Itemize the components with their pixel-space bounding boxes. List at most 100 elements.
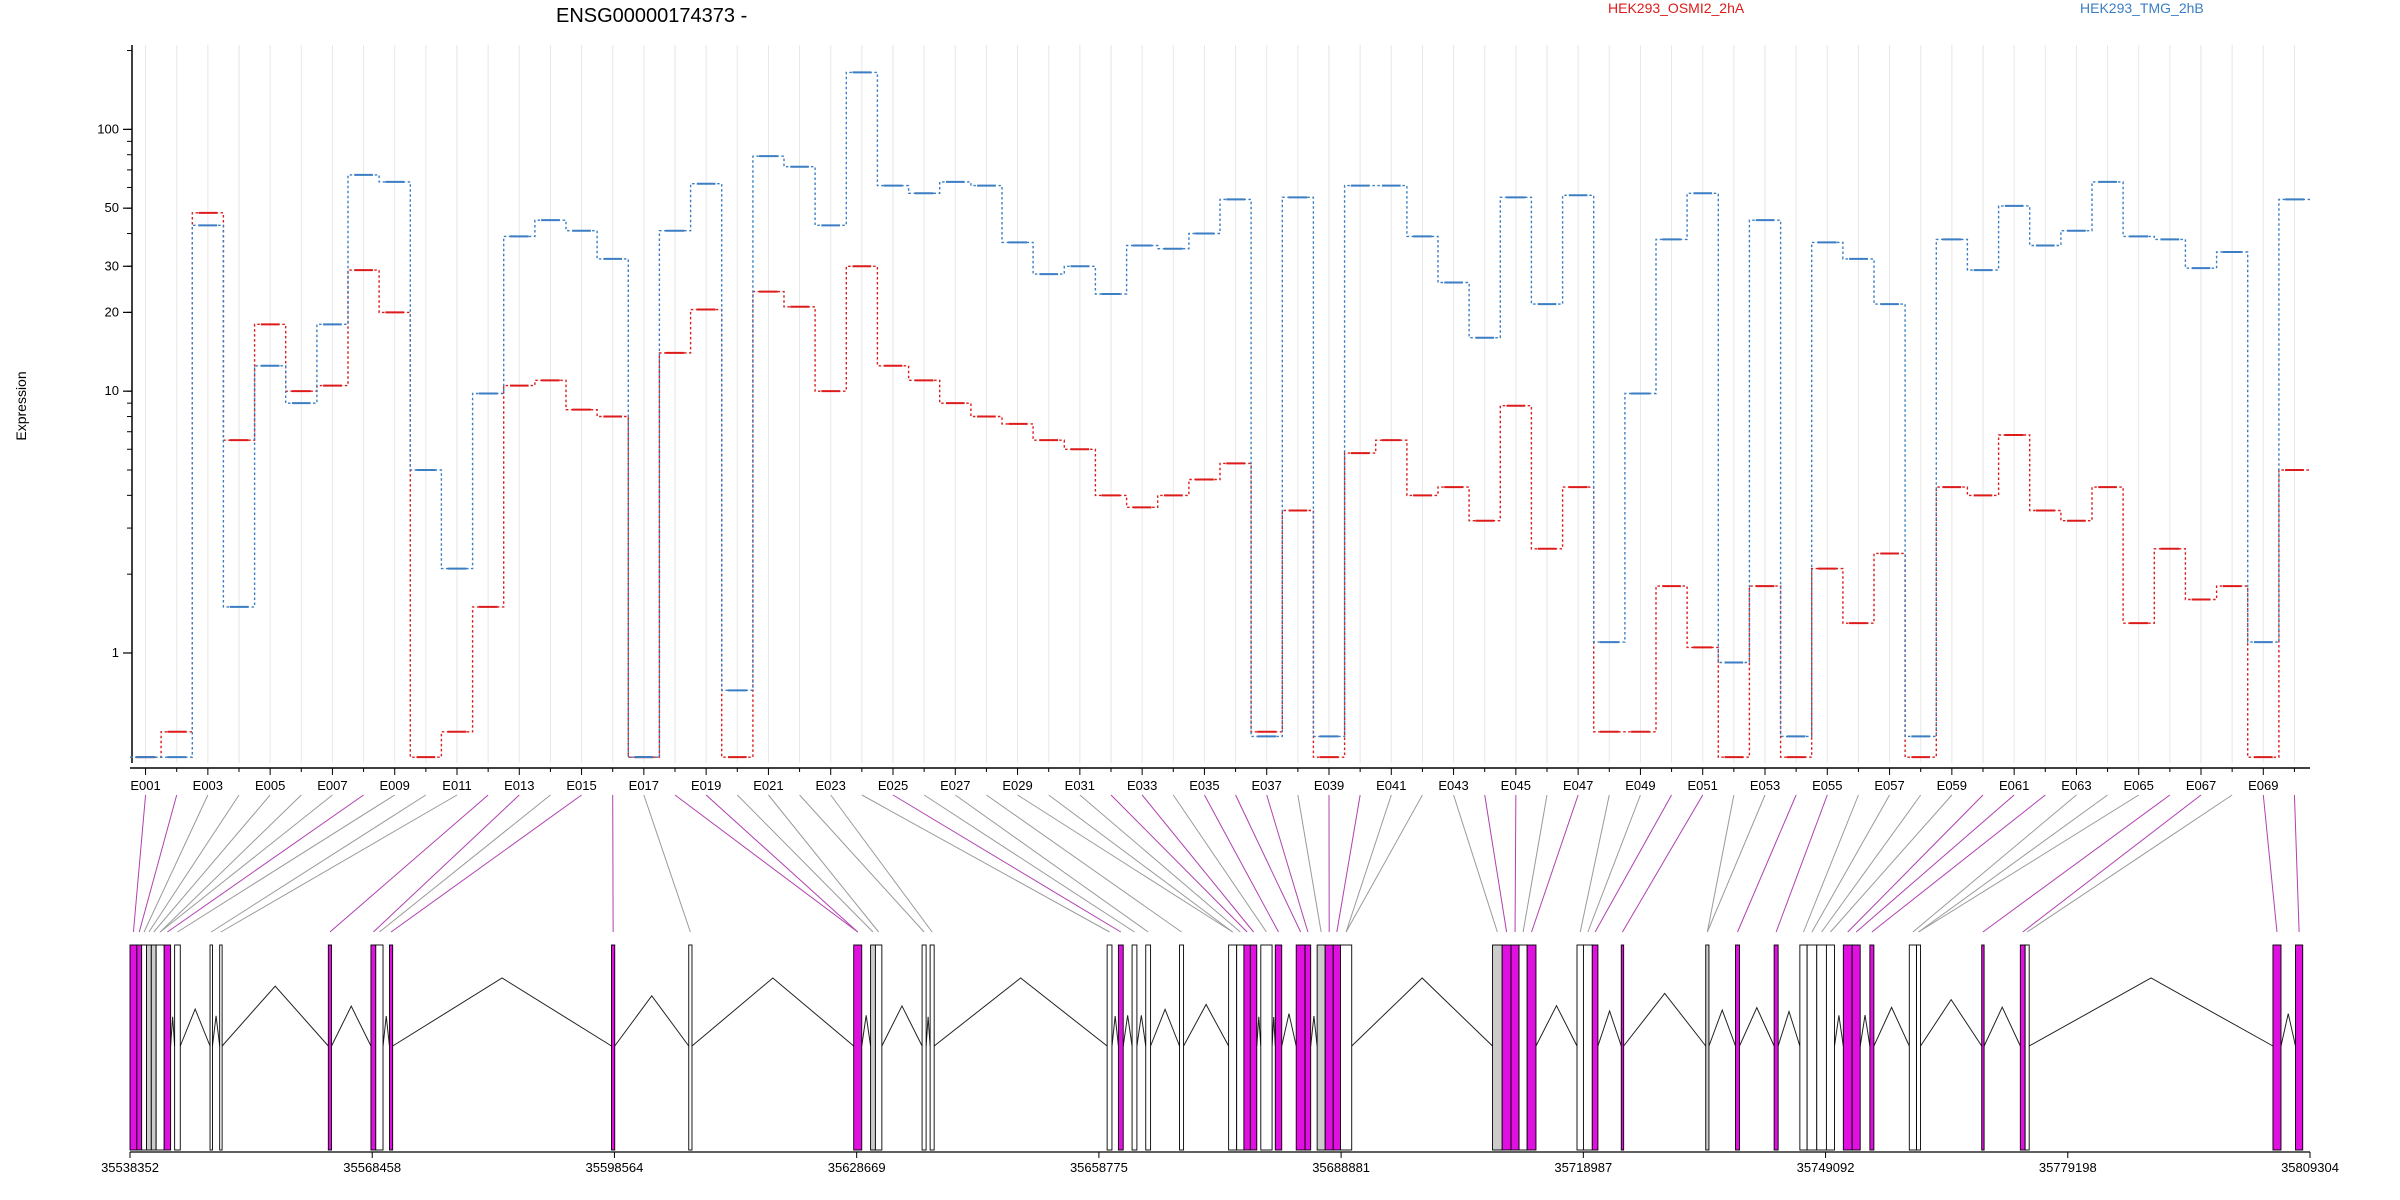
intron-line	[1597, 1009, 1622, 1047]
x-tick-label: E003	[193, 778, 223, 793]
x-tick-label: E027	[940, 778, 970, 793]
x-tick-label: E055	[1812, 778, 1842, 793]
exon-box	[1773, 944, 1779, 1151]
exon-box	[1145, 944, 1152, 1151]
vertical-gridlines	[145, 45, 2295, 763]
y-tick-label: 20	[105, 304, 119, 319]
exon-connector	[1912, 794, 2077, 933]
intron-line	[1271, 1017, 1276, 1047]
exon-connector	[1706, 794, 1766, 933]
exon-connector	[148, 794, 240, 933]
exon-connector	[1594, 794, 1673, 933]
series-osmi2	[130, 211, 2310, 759]
x-tick-label: E025	[878, 778, 908, 793]
y-tick-label: 1	[112, 645, 119, 660]
exon-box	[141, 944, 147, 1151]
exon-box	[611, 944, 616, 1151]
x-tick-label: E069	[2248, 778, 2278, 793]
exon-connector	[329, 794, 489, 933]
x-tick-label: E005	[255, 778, 285, 793]
gene-model-track	[129, 944, 2304, 1151]
exon-box	[2024, 944, 2030, 1151]
exon-connector	[1297, 794, 1322, 933]
intron-line	[392, 977, 612, 1047]
exon-connector	[986, 794, 1182, 933]
legend-series-osmi2: HEK293_OSMI2_2hA	[1608, 0, 1745, 16]
exon-connector	[220, 794, 458, 933]
intron-line	[933, 977, 1108, 1047]
x-tick-label: E037	[1252, 778, 1282, 793]
intron-line	[861, 1015, 872, 1047]
exon-box	[150, 944, 157, 1151]
exon-box	[874, 944, 883, 1151]
x-tick-label: E059	[1937, 778, 1967, 793]
y-tick-label: 100	[97, 121, 119, 136]
exon-connector	[1345, 794, 1392, 933]
exon-box	[1908, 944, 1917, 1151]
exon-connector	[1522, 794, 1548, 933]
exon-connector	[1017, 794, 1233, 933]
exon-box	[375, 944, 384, 1151]
exon-connector	[1811, 794, 1891, 933]
intron-line	[221, 985, 329, 1047]
x-tick-label: E009	[380, 778, 410, 793]
series-layer	[130, 71, 2310, 759]
intron-line	[1256, 1016, 1262, 1047]
exon-connector	[1821, 794, 1922, 933]
exon-box	[1526, 944, 1537, 1151]
x-tick-label: E015	[566, 778, 596, 793]
exon-connector	[153, 794, 271, 933]
exon-box	[853, 944, 863, 1151]
exon-connector	[1622, 794, 1704, 933]
exon-box	[327, 944, 332, 1151]
exon-box	[1981, 944, 1985, 1151]
x-tick-label: E051	[1688, 778, 1718, 793]
exon-connector	[1587, 794, 1641, 933]
exon-box	[1705, 944, 1710, 1151]
x-tick-label: E063	[2061, 778, 2091, 793]
exon-box	[1576, 944, 1584, 1151]
exon-box	[1916, 944, 1922, 1151]
exon-box	[1274, 944, 1283, 1151]
exon-box	[870, 944, 876, 1151]
exon-box	[1295, 944, 1306, 1151]
exon-box	[1304, 944, 1312, 1151]
exon-connector	[830, 794, 933, 933]
exon-box	[1340, 944, 1353, 1151]
exon-box	[389, 944, 394, 1151]
genomic-tick-label: 35568458	[343, 1160, 401, 1175]
exon-connector-lines	[132, 794, 2300, 933]
intron-line	[1859, 1015, 1871, 1047]
x-tick-label: E067	[2186, 778, 2216, 793]
exon-connector	[1918, 794, 2108, 933]
exon-connector	[1514, 794, 1517, 933]
exon-connector	[1847, 794, 1984, 933]
exon-connector	[643, 794, 691, 933]
exon-connector	[1203, 794, 1279, 933]
exon-connector	[1871, 794, 2046, 933]
exon-connector	[1706, 794, 1735, 933]
exon-connector	[210, 794, 427, 933]
exon-connector	[1048, 794, 1233, 933]
x-tick-label: E023	[816, 778, 846, 793]
exon-box	[136, 944, 143, 1151]
exon-box	[1179, 944, 1185, 1151]
x-tick-label: E007	[317, 778, 347, 793]
series-line	[130, 71, 2310, 758]
exon-connector	[1235, 794, 1302, 933]
exon-box	[1316, 944, 1326, 1151]
exon-connector	[1775, 794, 1828, 933]
exon-connector	[892, 794, 1122, 933]
exon-box	[1806, 944, 1818, 1151]
exon-box	[209, 944, 213, 1151]
intron-line	[1708, 1008, 1736, 1047]
exon-connector	[1110, 794, 1248, 933]
exon-box	[1825, 944, 1835, 1151]
exon-connector	[923, 794, 1135, 933]
x-tick-label: E021	[753, 778, 783, 793]
exon-connector	[2293, 794, 2300, 933]
exon-box	[1735, 944, 1740, 1151]
exon-box	[1620, 944, 1625, 1151]
intron-line	[1833, 1015, 1844, 1047]
exon-connector	[2022, 794, 2202, 933]
